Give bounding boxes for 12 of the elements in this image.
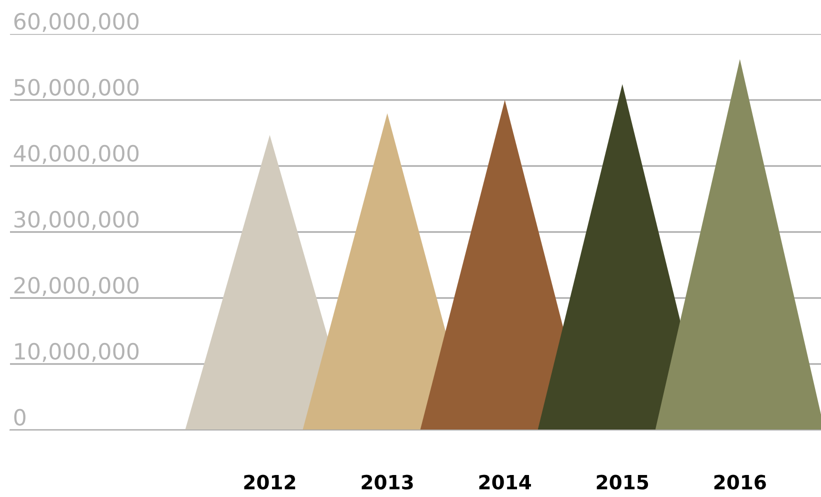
y-tick-label: 10,000,000	[15, 342, 139, 362]
x-tick-label: 2015	[596, 474, 648, 490]
x-tick-label: 2012	[244, 474, 296, 490]
y-tick-label: 50,000,000	[14, 78, 139, 98]
y-tick-label: 30,000,000	[14, 210, 139, 230]
x-tick-label: 2016	[714, 474, 766, 490]
y-tick-label: 40,000,000	[14, 144, 139, 164]
y-tick-label: 0	[14, 408, 26, 426]
x-tick-label: 2014	[479, 474, 531, 490]
y-tick-label: 20,000,000	[14, 276, 139, 296]
x-tick-label: 2013	[362, 474, 413, 490]
y-tick-label: 60,000,000	[14, 12, 139, 32]
